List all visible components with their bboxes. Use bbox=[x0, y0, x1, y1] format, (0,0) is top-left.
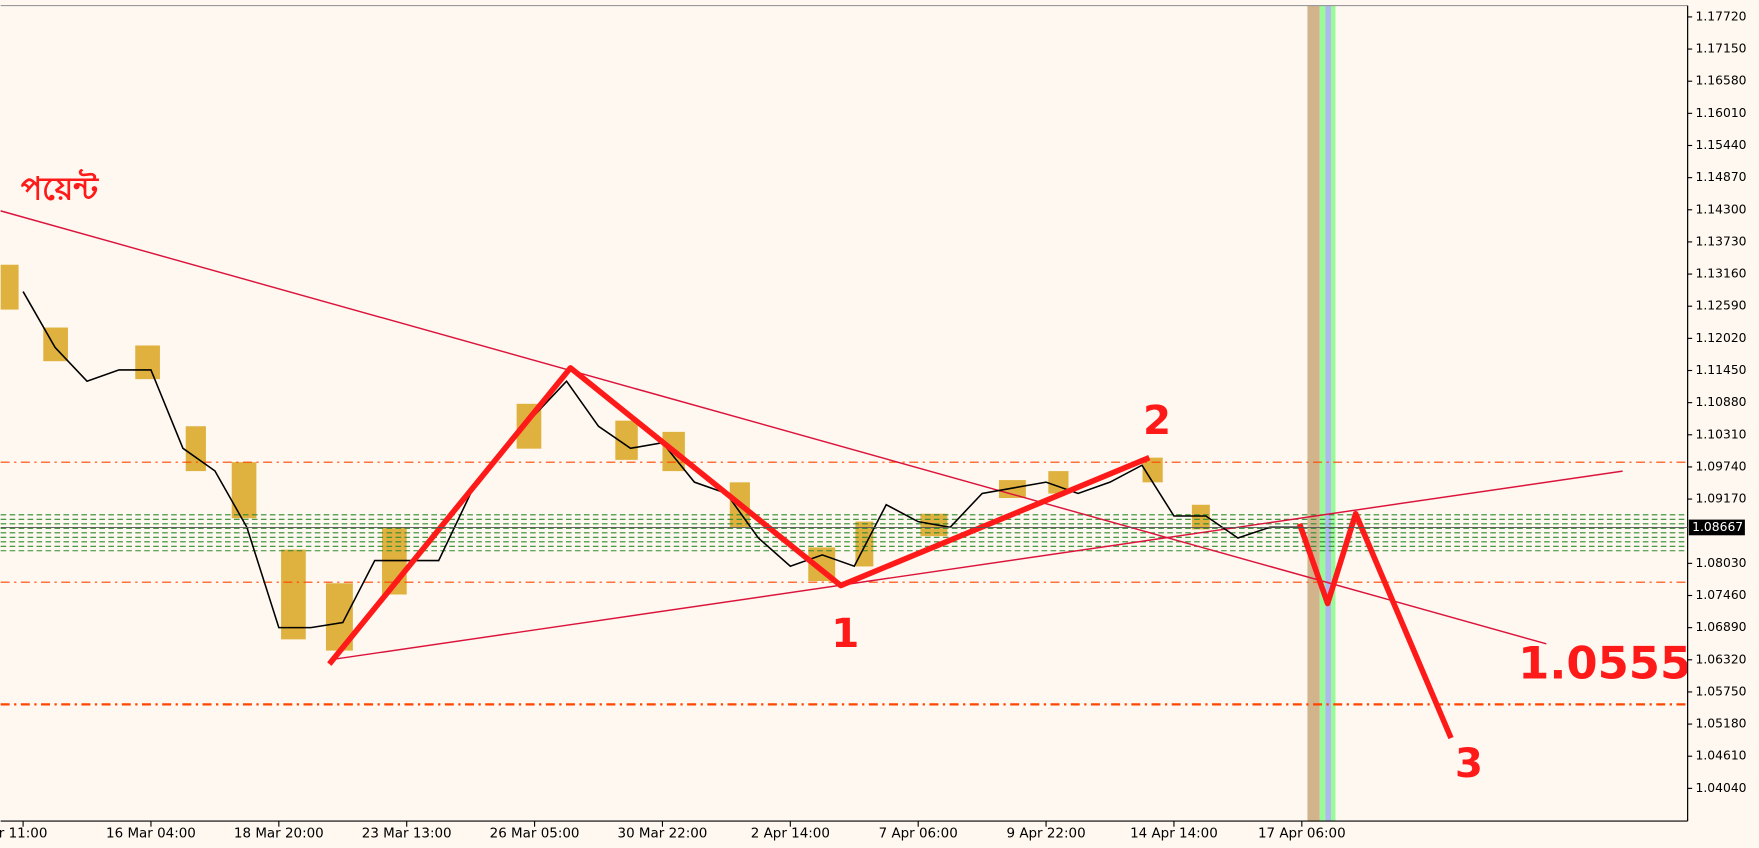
y-tick-label: 1.10310 bbox=[1696, 427, 1747, 441]
y-tick-label: 1.04040 bbox=[1696, 781, 1747, 795]
x-tick-label: 23 Mar 13:00 bbox=[362, 826, 452, 841]
annotation: পয়েন্ট bbox=[21, 170, 99, 208]
x-tick-label: 30 Mar 22:00 bbox=[618, 826, 708, 841]
y-tick-label: 1.15440 bbox=[1696, 138, 1747, 152]
y-tick-label: 1.08030 bbox=[1696, 556, 1747, 570]
x-tick-label: 17 Apr 06:00 bbox=[1258, 826, 1346, 841]
current-price-box bbox=[1688, 519, 1745, 536]
wave-projection bbox=[1296, 510, 1454, 740]
annotation: 2 bbox=[1143, 397, 1171, 444]
current-price-label: 1.08667 bbox=[1692, 520, 1743, 534]
x-tick-label: 2 Apr 14:00 bbox=[751, 826, 830, 841]
annotation: 1 bbox=[831, 610, 859, 657]
y-tick-label: 1.17150 bbox=[1696, 42, 1747, 56]
wave-zigzag bbox=[327, 365, 1151, 666]
y-tick-label: 1.12590 bbox=[1696, 299, 1747, 313]
band bbox=[1330, 5, 1336, 822]
band bbox=[1325, 5, 1331, 822]
x-tick-label: 7 Apr 06:00 bbox=[879, 826, 958, 841]
x-tick-label: r 11:00 bbox=[0, 826, 47, 841]
y-tick-label: 1.05750 bbox=[1696, 684, 1747, 698]
x-tick-label: 9 Apr 22:00 bbox=[1006, 826, 1085, 841]
trend-lines bbox=[0, 210, 1623, 661]
y-tick-label: 1.12020 bbox=[1696, 331, 1747, 345]
y-tick-label: 1.13730 bbox=[1696, 234, 1747, 248]
y-tick-label: 1.16010 bbox=[1696, 106, 1747, 120]
y-tick-label: 1.07460 bbox=[1696, 588, 1747, 602]
y-tick-label: 1.09740 bbox=[1696, 459, 1747, 473]
y-tick-label: 1.09170 bbox=[1696, 492, 1747, 506]
y-tick-label: 1.06890 bbox=[1696, 620, 1747, 634]
y-tick-label: 1.13160 bbox=[1696, 267, 1747, 281]
y-tick-label: 1.10880 bbox=[1696, 395, 1747, 409]
x-tick-label: 14 Apr 14:00 bbox=[1130, 826, 1218, 841]
y-tick-label: 1.16580 bbox=[1696, 74, 1747, 88]
y-tick-label: 1.17720 bbox=[1696, 9, 1747, 23]
axis-panel bbox=[1687, 0, 1759, 848]
support-band bbox=[0, 514, 1688, 552]
annotation: 3 bbox=[1455, 740, 1483, 787]
x-tick-label: 16 Mar 04:00 bbox=[106, 826, 196, 841]
annotation: 1.0555 bbox=[1518, 636, 1691, 689]
y-tick-label: 1.14870 bbox=[1696, 170, 1747, 184]
x-tick-label: 26 Mar 05:00 bbox=[490, 826, 580, 841]
y-tick-label: 1.11450 bbox=[1696, 363, 1747, 377]
y-tick-label: 1.05180 bbox=[1696, 717, 1747, 731]
y-tick-label: 1.14300 bbox=[1696, 202, 1747, 216]
y-tick-label: 1.06320 bbox=[1696, 652, 1747, 666]
y-tick-label: 1.04610 bbox=[1696, 749, 1747, 763]
band bbox=[1319, 5, 1326, 822]
band bbox=[1307, 5, 1320, 822]
x-tick-label: 18 Mar 20:00 bbox=[234, 826, 324, 841]
